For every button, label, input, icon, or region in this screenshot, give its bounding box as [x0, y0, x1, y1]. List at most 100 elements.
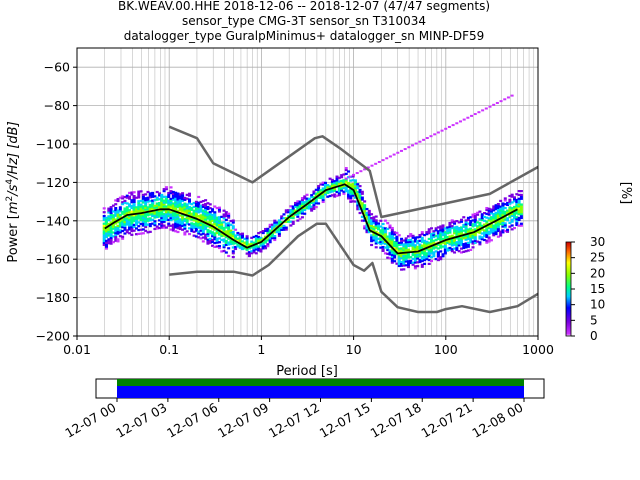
- psd-cell: [178, 222, 182, 225]
- psd-cell: [390, 236, 394, 239]
- psd-cell: [459, 247, 463, 250]
- psd-cell: [185, 211, 189, 214]
- psd-cell: [356, 186, 360, 190]
- psd-cell: [197, 215, 201, 218]
- psd-cell: [266, 245, 270, 248]
- psd-cell: [427, 258, 431, 262]
- psd-cell: [305, 207, 309, 210]
- psd-cell: [155, 227, 159, 230]
- psd-cell: [211, 223, 215, 226]
- psd-cell: [351, 179, 355, 182]
- psd-cell: [183, 208, 187, 211]
- psd-cell: [453, 220, 457, 223]
- psd-cell: [351, 192, 355, 195]
- psd-cell: [347, 170, 351, 173]
- psd-cell: [146, 200, 150, 203]
- psd-cell: [436, 247, 440, 250]
- psd-cell: [489, 229, 493, 232]
- psd-cell: [344, 186, 348, 189]
- psd-cell: [462, 216, 466, 219]
- psd-cell: [298, 206, 302, 209]
- psd-cell: [204, 227, 208, 231]
- psd-cell: [169, 211, 173, 214]
- psd-cell: [181, 211, 185, 214]
- psd-cell: [506, 203, 510, 207]
- psd-cell: [388, 237, 392, 241]
- psd-cell: [501, 229, 505, 232]
- psd-cell: [222, 230, 226, 233]
- psd-cell: [310, 209, 314, 212]
- psd-cell: [158, 223, 162, 226]
- psd-cell: [181, 199, 185, 203]
- psd-cell: [501, 206, 505, 209]
- psd-cell: [146, 206, 150, 209]
- psd-cell: [192, 219, 196, 222]
- psd-cell: [213, 224, 217, 227]
- psd-cell: [459, 230, 463, 233]
- psd-cell: [453, 251, 457, 254]
- psd-cell: [510, 195, 514, 198]
- psd-cell: [443, 246, 447, 249]
- psd-cell: [499, 207, 503, 210]
- psd-cell: [185, 197, 189, 200]
- psd-cell: [492, 214, 496, 218]
- psd-cell: [448, 229, 452, 232]
- psd-cell: [167, 203, 171, 206]
- psd-cell: [273, 227, 277, 230]
- psd-cell: [464, 238, 468, 241]
- psd-cell: [434, 227, 438, 230]
- psd-cell: [185, 222, 189, 225]
- psd-cell: [123, 217, 127, 220]
- psd-cell: [107, 238, 111, 241]
- psd-cell: [197, 236, 201, 239]
- psd-cell: [353, 188, 357, 192]
- psd-cell: [425, 242, 429, 245]
- psd-cell: [176, 225, 180, 228]
- median-line: [104, 183, 518, 255]
- psd-cell: [312, 203, 316, 207]
- psd-cell: [118, 229, 122, 232]
- psd-cell: [144, 199, 148, 202]
- psd-cell: [508, 214, 512, 217]
- psd-cell: [381, 245, 385, 249]
- psd-cell: [420, 244, 424, 247]
- psd-cell: [160, 207, 164, 210]
- psd-cell: [432, 232, 436, 235]
- psd-cell: [146, 196, 150, 199]
- psd-cell: [413, 236, 417, 239]
- psd-cell: [494, 213, 498, 216]
- psd-cell: [128, 191, 132, 194]
- psd-cell: [229, 229, 233, 232]
- psd-cell: [402, 260, 406, 263]
- psd-cell: [114, 239, 118, 242]
- psd-cell: [215, 245, 219, 248]
- psd-cell: [459, 237, 463, 241]
- psd-cell: [137, 217, 141, 220]
- psd-cell: [160, 203, 164, 206]
- colorbar-tick-label: 30: [590, 235, 605, 249]
- psd-cell: [381, 226, 385, 229]
- psd-cell: [323, 185, 327, 188]
- psd-cell: [234, 236, 238, 239]
- psd-cell: [413, 238, 417, 241]
- timeline-tick-label: 12-07 15: [317, 400, 373, 441]
- psd-cell: [183, 223, 187, 226]
- psd-cell: [390, 234, 394, 237]
- psd-cell: [510, 214, 514, 217]
- psd-cell: [409, 259, 413, 263]
- psd-cell: [206, 240, 210, 243]
- psd-cell: [499, 222, 503, 226]
- psd-cell: [347, 191, 351, 194]
- psd-cell: [130, 204, 134, 208]
- psd-cell: [402, 239, 406, 242]
- psd-cell: [123, 211, 127, 214]
- psd-cell: [158, 194, 162, 197]
- psd-cell: [171, 190, 175, 194]
- psd-cell: [430, 256, 434, 259]
- psd-cell: [503, 222, 507, 225]
- psd-cell: [201, 205, 205, 208]
- psd-cell: [515, 206, 519, 209]
- psd-cell: [187, 217, 191, 220]
- psd-cell: [439, 225, 443, 228]
- psd-cell: [420, 231, 424, 234]
